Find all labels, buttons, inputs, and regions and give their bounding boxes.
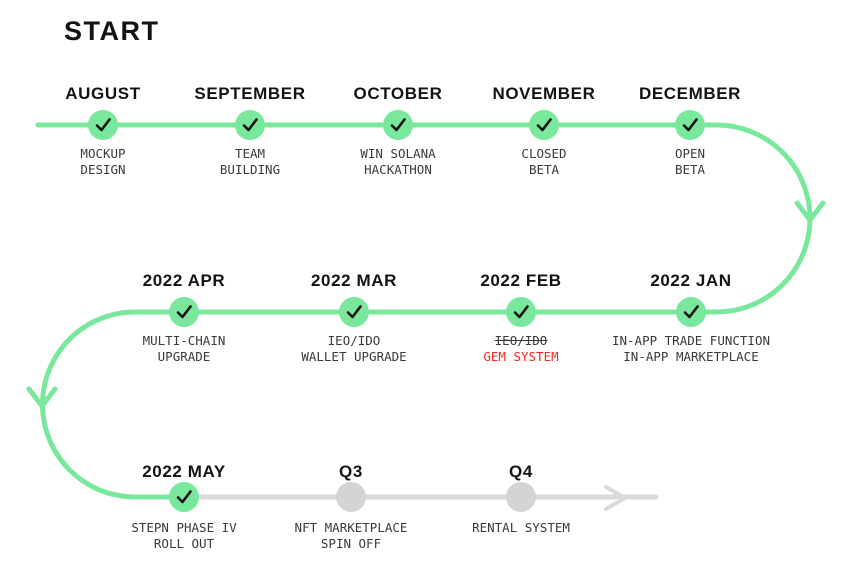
- milestone-desc: IEO/IDO WALLET UPGRADE: [254, 333, 454, 365]
- milestone-desc: IEO/IDO GEM SYSTEM: [421, 333, 621, 365]
- milestone-desc-line: WALLET UPGRADE: [301, 349, 407, 364]
- milestone-desc-line: BETA: [674, 162, 706, 177]
- page-title: START: [64, 16, 160, 46]
- milestone-date: NOVEMBER: [492, 84, 596, 103]
- milestone-desc-line: STEPN PHASE IV: [131, 520, 237, 535]
- milestone-date: DECEMBER: [638, 84, 742, 103]
- check-icon: [169, 482, 199, 512]
- pending-dot-icon: [506, 482, 536, 512]
- timeline-node-q3: Q3 NFT MARKETPLACE SPIN OFF: [251, 462, 451, 551]
- milestone-desc-line: BETA: [528, 162, 560, 177]
- milestone-desc-line: HACKATHON: [364, 162, 432, 177]
- check-icon: [88, 110, 118, 140]
- milestone-date: 2022 APR: [142, 271, 226, 290]
- timeline-path-completed: [35, 122, 813, 500]
- milestone-desc-line: MOCKUP: [80, 146, 126, 161]
- milestone-desc-line: NFT MARKETPLACE: [294, 520, 408, 535]
- timeline-node-september: SEPTEMBER TEAM BUILDING: [150, 84, 350, 177]
- check-icon: [383, 110, 413, 140]
- milestone-date: Q3: [339, 462, 363, 481]
- milestone-desc-line: ROLL OUT: [153, 536, 215, 551]
- check-icon: [235, 110, 265, 140]
- milestone-desc: RENTAL SYSTEM: [421, 520, 621, 536]
- timeline-node-2022-mar: 2022 MAR IEO/IDO WALLET UPGRADE: [254, 271, 454, 364]
- milestone-desc: NFT MARKETPLACE SPIN OFF: [251, 520, 451, 552]
- milestone-desc-line-highlight: GEM SYSTEM: [483, 349, 559, 364]
- milestone-date: SEPTEMBER: [194, 84, 306, 103]
- down-arrow-icon: [26, 386, 58, 409]
- milestone-desc-line-strikethrough: IEO/IDO: [494, 333, 548, 348]
- check-icon: [339, 297, 369, 327]
- milestone-desc-line: UPGRADE: [157, 349, 211, 364]
- milestone-desc: MOCKUP DESIGN: [3, 146, 203, 178]
- milestone-desc-line: IN-APP MARKETPLACE: [623, 349, 759, 364]
- milestone-desc: CLOSED BETA: [444, 146, 644, 178]
- milestone-date: 2022 JAN: [650, 271, 732, 290]
- milestone-desc-line: CLOSED: [521, 146, 567, 161]
- milestone-date: Q4: [509, 462, 533, 481]
- milestone-desc: IN-APP TRADE FUNCTION IN-APP MARKETPLACE: [591, 333, 791, 365]
- right-arrow-icon: [604, 485, 627, 511]
- timeline-node-2022-feb: 2022 FEB IEO/IDO GEM SYSTEM: [421, 271, 621, 364]
- milestone-date: 2022 MAY: [142, 462, 226, 481]
- milestone-desc-line: TEAM: [234, 146, 266, 161]
- pending-dot-icon: [336, 482, 366, 512]
- milestone-desc-line: IN-APP TRADE FUNCTION: [611, 333, 771, 348]
- down-arrow-icon: [794, 200, 826, 223]
- timeline-node-august: AUGUST MOCKUP DESIGN: [3, 84, 203, 177]
- milestone-desc: WIN SOLANA HACKATHON: [298, 146, 498, 178]
- timeline-node-2022-may: 2022 MAY STEPN PHASE IV ROLL OUT: [84, 462, 284, 551]
- milestone-desc: MULTI-CHAIN UPGRADE: [84, 333, 284, 365]
- timeline-node-october: OCTOBER WIN SOLANA HACKATHON: [298, 84, 498, 177]
- milestone-desc-line: DESIGN: [80, 162, 126, 177]
- check-icon: [676, 297, 706, 327]
- milestone-date: AUGUST: [65, 84, 141, 103]
- check-icon: [675, 110, 705, 140]
- milestone-date: 2022 FEB: [480, 271, 562, 290]
- milestone-desc: OPEN BETA: [590, 146, 790, 178]
- check-icon: [529, 110, 559, 140]
- check-icon: [506, 297, 536, 327]
- check-icon: [169, 297, 199, 327]
- milestone-desc-line: BUILDING: [219, 162, 281, 177]
- timeline-node-2022-jan: 2022 JAN IN-APP TRADE FUNCTION IN-APP MA…: [591, 271, 791, 364]
- milestone-desc-line: WIN SOLANA: [360, 146, 436, 161]
- milestone-desc-line: IEO/IDO: [327, 333, 381, 348]
- milestone-desc: TEAM BUILDING: [150, 146, 350, 178]
- milestone-desc: STEPN PHASE IV ROLL OUT: [84, 520, 284, 552]
- milestone-desc-line: RENTAL SYSTEM: [472, 520, 570, 535]
- milestone-date: OCTOBER: [353, 84, 443, 103]
- timeline-node-december: DECEMBER OPEN BETA: [590, 84, 790, 177]
- milestone-date: 2022 MAR: [310, 271, 398, 290]
- timeline-node-q4: Q4 RENTAL SYSTEM: [421, 462, 621, 535]
- milestone-desc-line: OPEN: [674, 146, 706, 161]
- timeline-node-2022-apr: 2022 APR MULTI-CHAIN UPGRADE: [84, 271, 284, 364]
- milestone-desc-line: MULTI-CHAIN: [142, 333, 226, 348]
- timeline-node-november: NOVEMBER CLOSED BETA: [444, 84, 644, 177]
- milestone-desc-line: SPIN OFF: [320, 536, 382, 551]
